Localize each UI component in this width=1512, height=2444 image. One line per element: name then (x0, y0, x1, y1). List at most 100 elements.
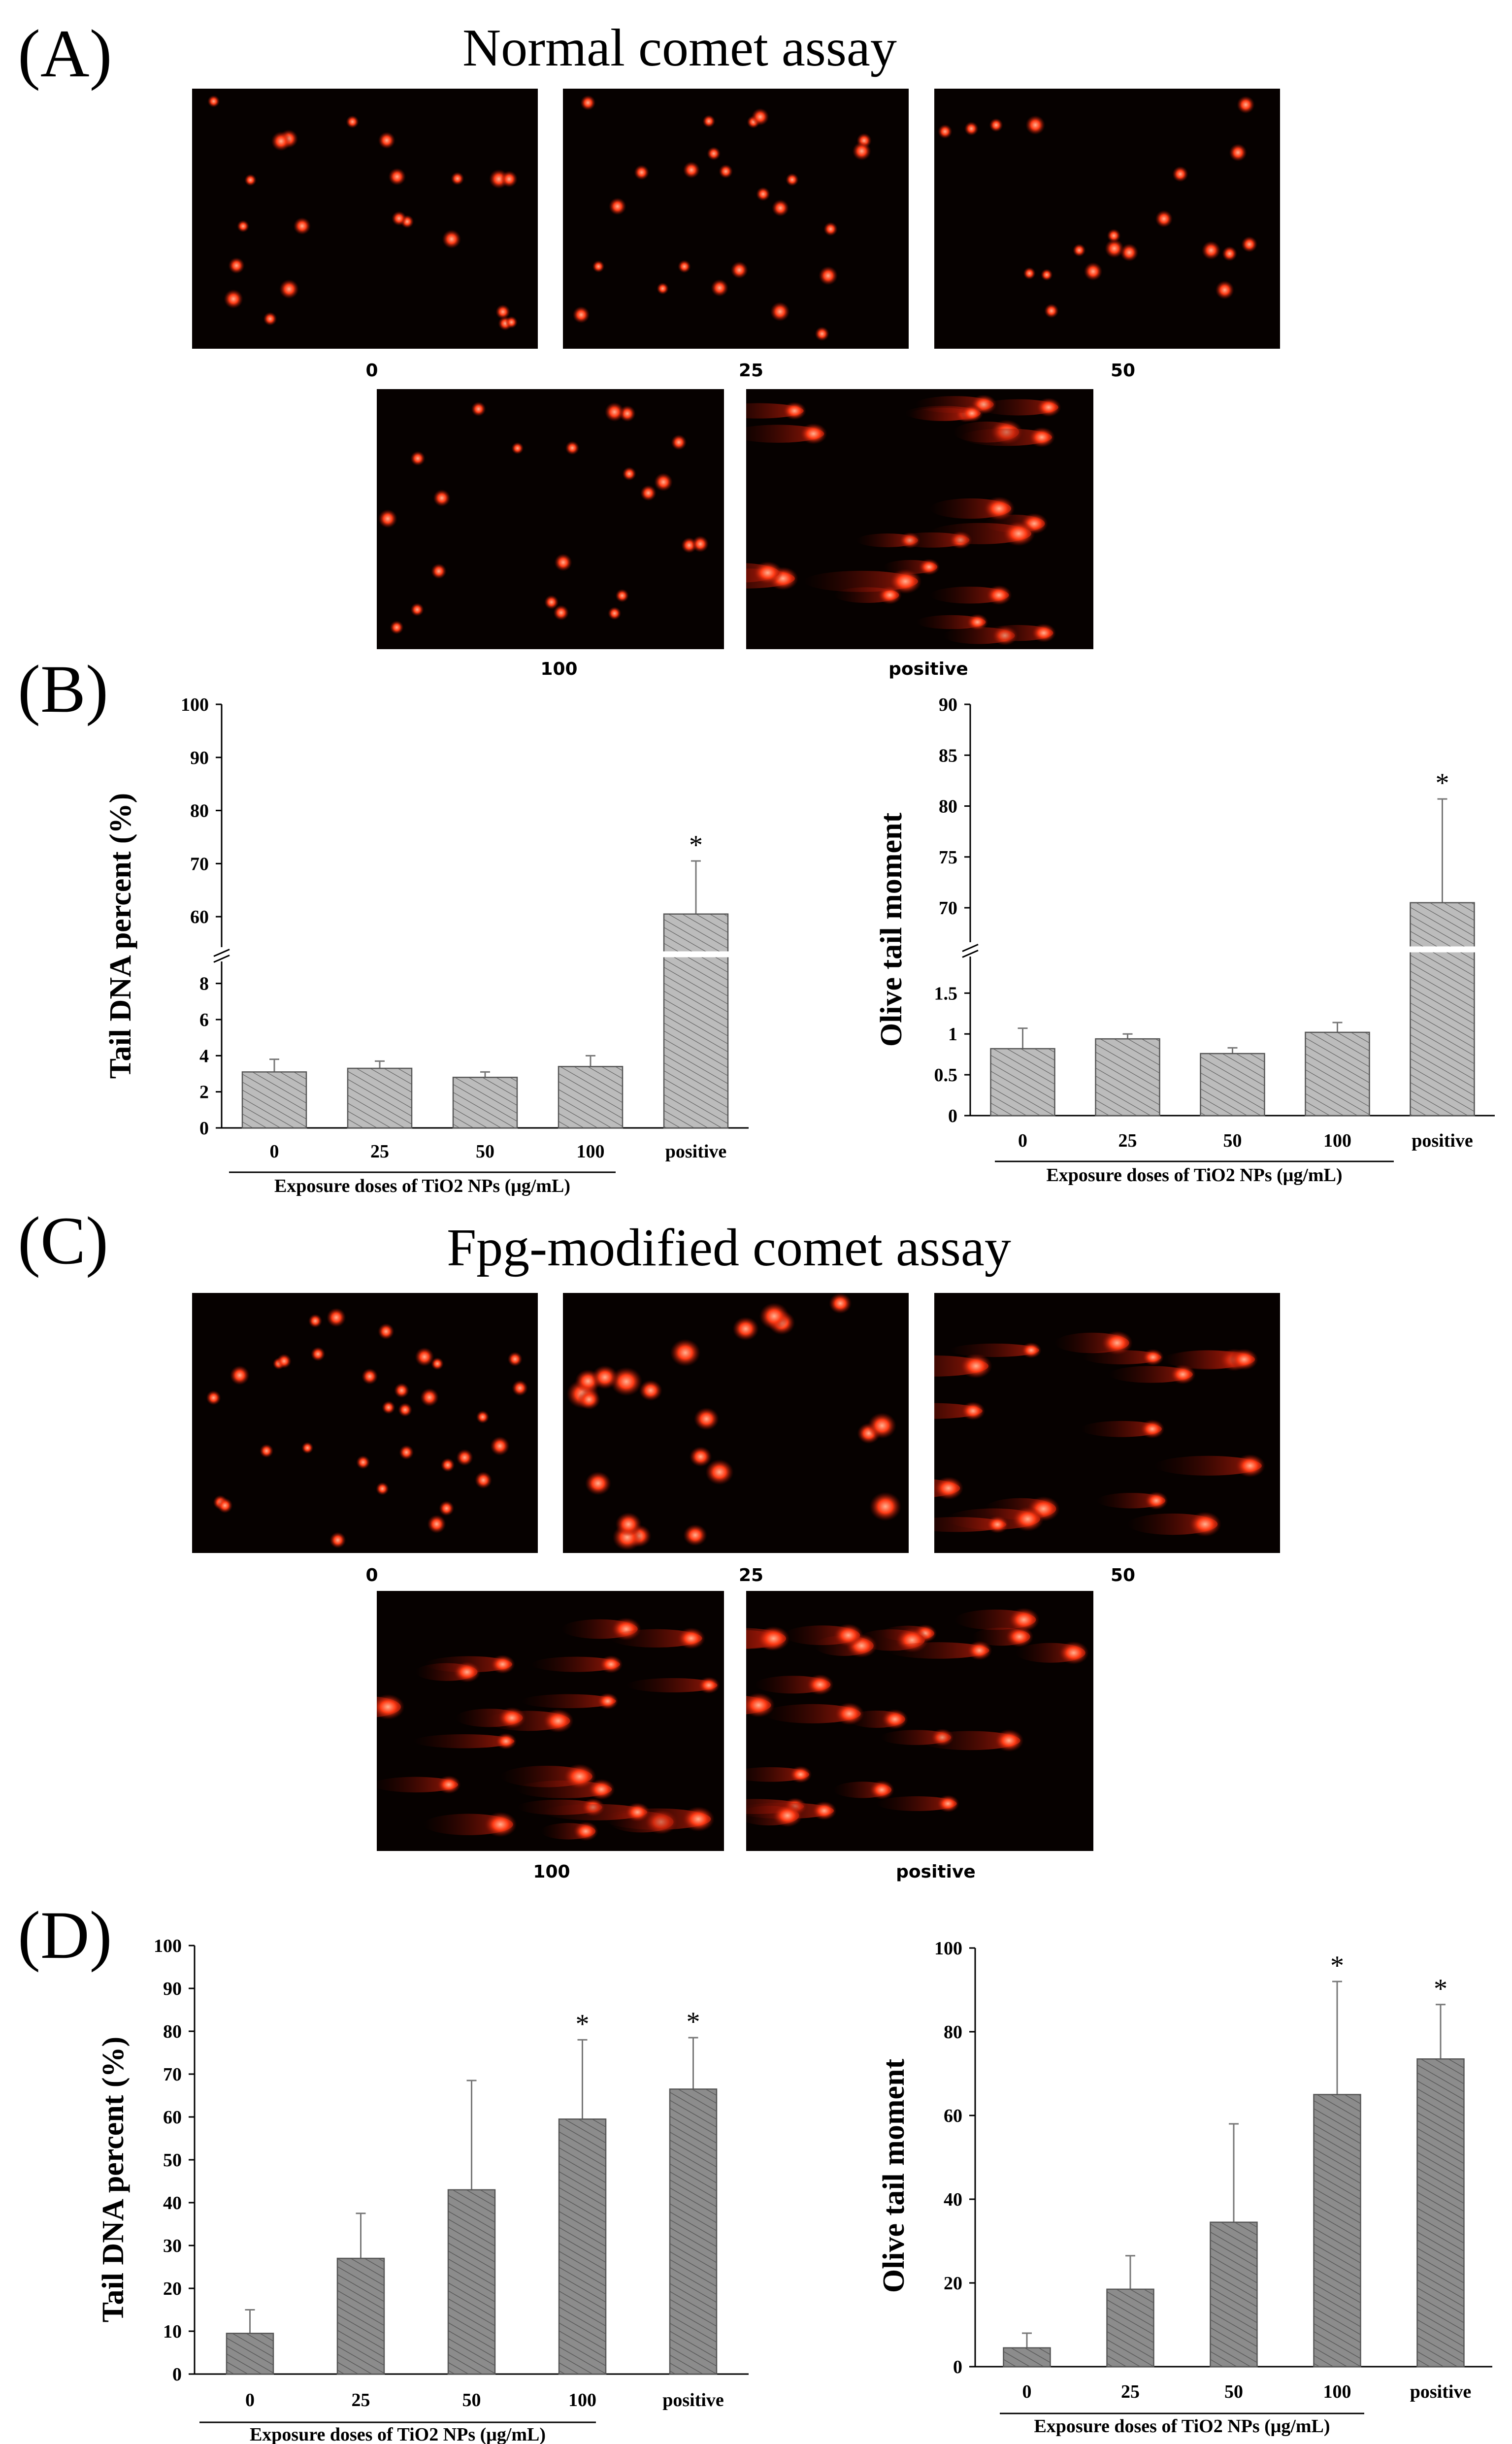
y-axis-title: Olive tail moment (875, 813, 908, 1047)
panel-title-fpg-modified-comet-assay: Fpg-modified comet assay (447, 1219, 1011, 1277)
x-axis-title: Exposure doses of TiO2 NPs (μg/mL) (1046, 1165, 1342, 1186)
y-tick-label: 2 (199, 1082, 209, 1103)
comet-image-fpg-0 (192, 1293, 538, 1553)
bar-50 (447, 2189, 496, 2375)
x-tick-label: 0 (1018, 1130, 1027, 1151)
bar-positive (1416, 2058, 1465, 2368)
x-tick-label: positive (662, 2390, 724, 2411)
image-label: 0 (365, 1565, 378, 1585)
axis-break-mark (213, 955, 230, 963)
comet-image-fpg-50 (934, 1293, 1280, 1553)
y-tick-label: 4 (199, 1046, 209, 1066)
x-tick-label: 25 (1118, 1130, 1137, 1151)
y-tick-label: 50 (163, 2150, 182, 2171)
significance-star: * (687, 2007, 700, 2037)
image-label: 100 (533, 1862, 570, 1882)
x-axis-title: Exposure doses of TiO2 NPs (μg/mL) (1034, 2416, 1330, 2437)
x-tick-label: positive (665, 1141, 727, 1162)
image-label: 25 (738, 1565, 764, 1585)
y-tick-label: 0 (948, 1106, 957, 1126)
y-tick-label: 8 (199, 974, 209, 994)
x-axis-title: Exposure doses of TiO2 NPs (μg/mL) (250, 2424, 546, 2444)
image-label: 50 (1110, 1565, 1136, 1585)
x-tick-label: 25 (352, 2390, 370, 2411)
y-tick-label: 10 (163, 2321, 182, 2342)
x-tick-label: 0 (1022, 2381, 1032, 2402)
significance-star: * (689, 830, 703, 860)
chart-d-right: Olive tail moment 0 20 40 60 80 100 0 25 50 * 100 * p… (754, 1921, 1512, 2444)
y-tick-label: 100 (934, 1938, 962, 1959)
significance-star: * (576, 2009, 590, 2039)
axis-break-mark (962, 944, 979, 952)
y-tick-label: 80 (944, 2022, 962, 2043)
bar-positive (663, 913, 729, 1129)
x-tick-label: 100 (568, 2390, 596, 2411)
y-tick-label: 90 (190, 748, 209, 768)
panel-letter-b: (B) (18, 651, 108, 727)
image-label: positive (896, 1862, 976, 1882)
panel-letter-d: (D) (18, 1897, 112, 1973)
bar-50 (452, 1077, 518, 1129)
bar-25 (336, 2257, 385, 2375)
panel-title-normal-comet-assay: Normal comet assay (462, 19, 897, 77)
bar-break-gap (1408, 946, 1477, 953)
bar-50 (1210, 2221, 1258, 2368)
x-tick-label: 25 (1121, 2381, 1140, 2402)
y-tick-label: 30 (163, 2236, 182, 2256)
bar-100 (558, 2118, 607, 2375)
bar-100 (1313, 2094, 1361, 2368)
image-label: positive (888, 659, 968, 679)
bar-positive (1410, 902, 1475, 1117)
bar-25 (1106, 2288, 1154, 2368)
y-tick-label: 80 (190, 801, 209, 822)
y-tick-label: 0 (172, 2364, 182, 2385)
x-tick-label: positive (1412, 1130, 1473, 1151)
panel-letter-a: (A) (18, 16, 112, 91)
x-tick-label: positive (1410, 2381, 1472, 2402)
x-tick-label: 100 (577, 1141, 605, 1162)
y-tick-label: 0 (953, 2357, 962, 2378)
y-axis-title: Tail DNA percent (%) (104, 793, 137, 1079)
x-tick-label: 100 (1323, 1130, 1351, 1151)
bar-positive (669, 2088, 718, 2375)
y-tick-label: 70 (190, 854, 209, 874)
comet-image-fpg-25 (563, 1293, 909, 1553)
image-label: 50 (1110, 361, 1136, 381)
comet-image-normal-25 (563, 89, 909, 349)
y-tick-label: 0 (199, 1118, 209, 1139)
x-tick-label: 50 (1224, 2381, 1243, 2402)
y-axis-title: Tail DNA percent (%) (97, 2037, 130, 2322)
panel-letter-c: (C) (18, 1203, 108, 1278)
bar-break-gap (662, 951, 730, 958)
y-tick-label: 1.5 (934, 983, 958, 1004)
comet-image-normal-0 (192, 89, 538, 349)
y-tick-label: 100 (181, 694, 209, 715)
comet-image-normal-50 (934, 89, 1280, 349)
y-tick-label: 75 (939, 847, 957, 868)
y-tick-label: 60 (190, 907, 209, 927)
x-axis-title: Exposure doses of TiO2 NPs (μg/mL) (274, 1176, 570, 1196)
y-tick-label: 20 (944, 2273, 962, 2294)
image-label: 25 (738, 361, 764, 381)
x-tick-label: 50 (476, 1141, 494, 1162)
comet-image-normal-100 (377, 389, 724, 649)
x-tick-label: 0 (245, 2390, 255, 2411)
y-tick-label: 60 (944, 2106, 962, 2126)
bar-25 (1095, 1038, 1160, 1117)
chart-b-left: Tail DNA percent (%) 0 2 4 6 8 60 70 80 90 100 0 25 5… (0, 680, 754, 1212)
bar-50 (1200, 1053, 1265, 1117)
x-tick-label: 50 (1223, 1130, 1242, 1151)
comet-image-fpg-100 (377, 1591, 724, 1851)
significance-star: * (1434, 1974, 1447, 2004)
comet-image-normal-positive (746, 389, 1093, 649)
y-tick-label: 40 (163, 2193, 182, 2213)
chart-d-left: Tail DNA percent (%) 0 10 20 30 40 50 60 70 80 90 1… (0, 1921, 754, 2444)
y-tick-label: 6 (199, 1010, 209, 1030)
comet-image-fpg-positive (746, 1591, 1093, 1851)
axis-break-mark (213, 949, 230, 957)
significance-star: * (1330, 1950, 1344, 1981)
bar-0 (990, 1048, 1055, 1117)
y-tick-label: 0.5 (934, 1065, 958, 1086)
image-label: 100 (540, 659, 578, 679)
y-tick-label: 60 (163, 2107, 182, 2128)
